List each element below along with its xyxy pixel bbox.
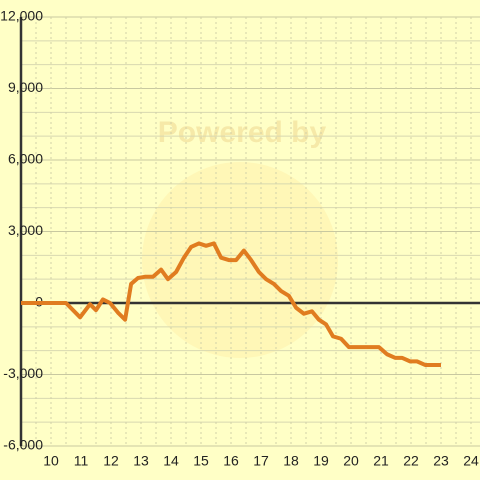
x-tick-label: 24 bbox=[463, 453, 479, 469]
x-tick-label: 11 bbox=[74, 453, 89, 469]
x-tick-label: 12 bbox=[103, 453, 119, 469]
y-tick-label: 3,000 bbox=[8, 222, 43, 238]
x-tick-label: 10 bbox=[43, 453, 59, 469]
x-tick-label: 14 bbox=[163, 453, 179, 469]
x-tick-label: 20 bbox=[343, 453, 359, 469]
x-tick-label: 15 bbox=[193, 453, 209, 469]
x-tick-label: 18 bbox=[283, 453, 299, 469]
data-line bbox=[21, 241, 441, 367]
x-tick-label: 16 bbox=[223, 453, 239, 469]
y-tick-label: -6,000 bbox=[3, 437, 43, 453]
watermark-logo bbox=[142, 162, 338, 358]
x-tick-label: 13 bbox=[133, 453, 149, 469]
y-tick-label: 9,000 bbox=[8, 79, 43, 95]
y-tick-label: 6,000 bbox=[8, 151, 43, 167]
watermark: Powered by bbox=[158, 116, 327, 149]
x-tick-label: 19 bbox=[313, 453, 329, 469]
y-tick-label: 12,000 bbox=[0, 8, 43, 24]
x-tick-label: 22 bbox=[403, 453, 419, 469]
y-tick-label: -3,000 bbox=[3, 365, 43, 381]
x-tick-label: 17 bbox=[253, 453, 269, 469]
x-tick-label: 21 bbox=[373, 453, 389, 469]
x-tick-label: 23 bbox=[433, 453, 449, 469]
